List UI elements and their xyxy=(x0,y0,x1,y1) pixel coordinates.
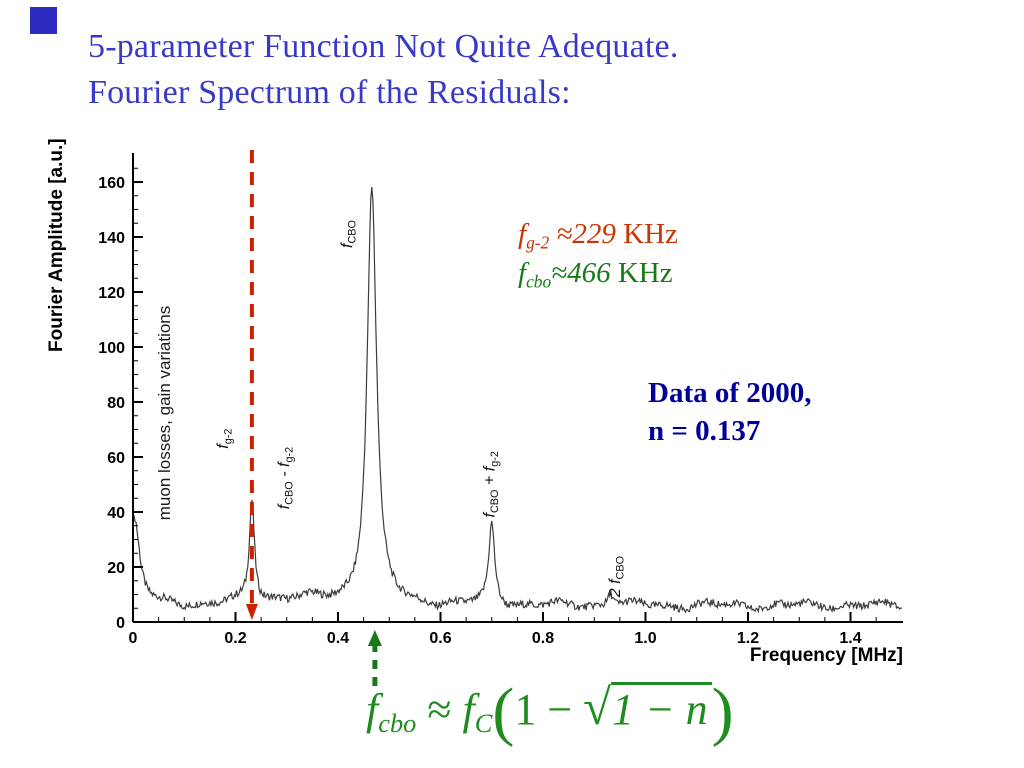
x-tick-label: 0.8 xyxy=(532,630,554,647)
y-tick-label: 0 xyxy=(116,615,125,632)
y-tick-label: 100 xyxy=(98,340,125,357)
slide-title-line1: 5-parameter Function Not Quite Adequate. xyxy=(88,28,679,65)
peak-label-1: fCBO - fg-2 xyxy=(276,447,296,509)
peak-label-4: 2 fCBO xyxy=(607,556,627,598)
slide-title: 5-parameter Function Not Quite Adequate.… xyxy=(88,24,679,116)
y-tick-label: 140 xyxy=(98,230,125,247)
peak-label-0: fg-2 xyxy=(215,429,235,449)
x-tick-label: 0.2 xyxy=(224,630,246,647)
annotation-fcbo-frequency: fcbo≈466 KHz xyxy=(518,257,673,292)
annotation-fg2-frequency: fg-2 ≈229 KHz xyxy=(518,218,678,253)
muon-losses-note: muon losses, gain variations xyxy=(155,306,174,521)
green-arrow-up-icon xyxy=(367,630,382,646)
red-arrow-down-icon xyxy=(245,604,258,620)
annotation-data-note: Data of 2000, n = 0.137 xyxy=(648,374,812,450)
x-tick-label: 0 xyxy=(129,630,138,647)
peak-label-2: fCBO xyxy=(339,220,359,248)
x-axis-title: Frequency [MHz] xyxy=(750,645,903,666)
peak-label-3: fCBO + fg-2 xyxy=(481,451,501,517)
y-tick-label: 160 xyxy=(98,175,125,192)
slide-corner-decoration xyxy=(30,7,57,34)
x-tick-label: 1.4 xyxy=(839,630,861,647)
x-tick-label: 0.4 xyxy=(327,630,349,647)
x-tick-label: 1.0 xyxy=(634,630,656,647)
x-tick-label: 1.2 xyxy=(737,630,759,647)
y-tick-label: 40 xyxy=(107,505,125,522)
y-tick-label: 20 xyxy=(107,560,125,577)
data-note-line2: n = 0.137 xyxy=(648,415,761,447)
y-tick-label: 80 xyxy=(107,395,125,412)
formula-fcbo: fcbo ≈ fC(1 − √1 − n) xyxy=(366,675,734,748)
data-note-line1: Data of 2000, xyxy=(648,377,812,409)
x-tick-label: 0.6 xyxy=(429,630,451,647)
y-axis-title: Fourier Amplitude [a.u.] xyxy=(46,138,67,352)
y-tick-label: 60 xyxy=(107,450,125,467)
slide-title-line2: Fourier Spectrum of the Residuals: xyxy=(88,74,571,111)
y-tick-label: 120 xyxy=(98,285,125,302)
spectrum-curve xyxy=(132,186,903,614)
